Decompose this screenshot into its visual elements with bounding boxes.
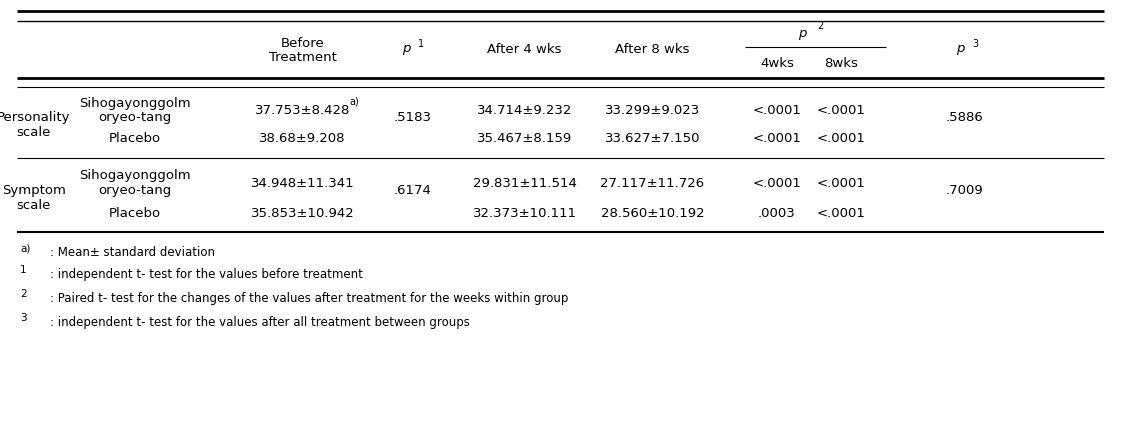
Text: : Mean± standard deviation: : Mean± standard deviation xyxy=(50,246,215,259)
Text: .5183: .5183 xyxy=(393,111,432,124)
Text: oryeo-tang: oryeo-tang xyxy=(98,111,172,124)
Text: a): a) xyxy=(20,244,30,253)
Text: After 4 wks: After 4 wks xyxy=(488,43,562,56)
Text: : independent t- test for the values before treatment: : independent t- test for the values bef… xyxy=(50,268,363,281)
Text: Sihogayonggolm: Sihogayonggolm xyxy=(78,97,191,110)
Text: 27.117±11.726: 27.117±11.726 xyxy=(601,177,704,190)
Text: 8wks: 8wks xyxy=(824,57,858,70)
Text: $p$: $p$ xyxy=(798,28,807,42)
Text: 37.753±8.428: 37.753±8.428 xyxy=(254,104,351,117)
Text: 33.627±7.150: 33.627±7.150 xyxy=(604,132,701,145)
Text: $p$: $p$ xyxy=(956,43,965,57)
Text: Placebo: Placebo xyxy=(109,132,160,145)
Text: Before: Before xyxy=(280,37,325,50)
Text: <.0001: <.0001 xyxy=(816,132,865,145)
Text: <.0001: <.0001 xyxy=(752,177,802,190)
Text: a): a) xyxy=(350,96,360,106)
Text: 33.299±9.023: 33.299±9.023 xyxy=(605,104,700,117)
Text: 2: 2 xyxy=(20,290,27,299)
Text: 1: 1 xyxy=(418,39,425,48)
Text: Symptom
scale: Symptom scale xyxy=(2,184,65,212)
Text: 35.467±8.159: 35.467±8.159 xyxy=(478,132,572,145)
Text: 38.68±9.208: 38.68±9.208 xyxy=(259,132,346,145)
Text: .0003: .0003 xyxy=(758,207,796,220)
Text: : independent t- test for the values after all treatment between groups: : independent t- test for the values aft… xyxy=(50,316,471,329)
Text: 35.853±10.942: 35.853±10.942 xyxy=(251,207,354,220)
Text: 4wks: 4wks xyxy=(760,57,794,70)
Text: Placebo: Placebo xyxy=(109,207,160,220)
Text: 2: 2 xyxy=(817,21,824,31)
Text: .7009: .7009 xyxy=(945,184,983,197)
Text: Treatment: Treatment xyxy=(269,51,336,64)
Text: Sihogayonggolm: Sihogayonggolm xyxy=(78,169,191,182)
Text: <.0001: <.0001 xyxy=(816,207,865,220)
Text: : Paired t- test for the changes of the values after treatment for the weeks wit: : Paired t- test for the changes of the … xyxy=(50,292,568,305)
Text: <.0001: <.0001 xyxy=(816,104,865,117)
Text: <.0001: <.0001 xyxy=(752,104,802,117)
Text: 1: 1 xyxy=(20,266,27,275)
Text: 32.373±10.111: 32.373±10.111 xyxy=(473,207,576,220)
Text: .5886: .5886 xyxy=(945,111,983,124)
Text: 29.831±11.514: 29.831±11.514 xyxy=(473,177,576,190)
Text: 3: 3 xyxy=(972,39,979,48)
Text: <.0001: <.0001 xyxy=(752,132,802,145)
Text: 28.560±10.192: 28.560±10.192 xyxy=(601,207,704,220)
Text: After 8 wks: After 8 wks xyxy=(615,43,689,56)
Text: Personality
scale: Personality scale xyxy=(0,111,71,139)
Text: 34.714±9.232: 34.714±9.232 xyxy=(476,104,573,117)
Text: .6174: .6174 xyxy=(393,184,432,197)
Text: 34.948±11.341: 34.948±11.341 xyxy=(251,177,354,190)
Text: oryeo-tang: oryeo-tang xyxy=(98,184,172,197)
Text: $p$: $p$ xyxy=(402,43,411,57)
Text: 3: 3 xyxy=(20,313,27,323)
Text: <.0001: <.0001 xyxy=(816,177,865,190)
